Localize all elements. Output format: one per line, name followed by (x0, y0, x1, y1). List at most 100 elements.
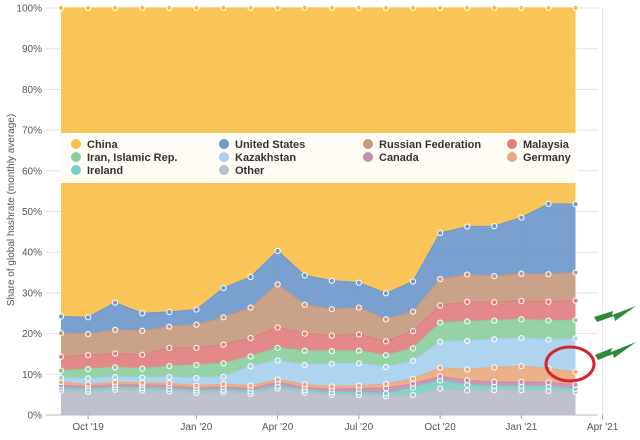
data-point[interactable] (328, 332, 335, 339)
data-point[interactable] (84, 381, 92, 388)
data-point[interactable] (166, 4, 173, 12)
data-point[interactable] (139, 310, 146, 317)
data-point[interactable] (518, 297, 525, 305)
data-point[interactable] (193, 344, 200, 351)
legend-item[interactable]: Other (219, 165, 265, 177)
data-point[interactable] (112, 364, 119, 371)
data-point[interactable] (139, 379, 146, 386)
legend-item[interactable]: Russian Federation (363, 139, 481, 151)
data-point[interactable] (464, 318, 471, 325)
data-point[interactable] (274, 357, 281, 364)
data-point[interactable] (355, 382, 362, 389)
data-point[interactable] (112, 4, 119, 12)
data-point[interactable] (355, 347, 362, 354)
data-point[interactable] (166, 344, 173, 351)
data-point[interactable] (409, 375, 417, 382)
data-point[interactable] (437, 275, 444, 283)
data-point[interactable] (247, 4, 254, 12)
data-point[interactable] (274, 324, 281, 331)
data-point[interactable] (545, 336, 552, 343)
data-point[interactable] (247, 273, 254, 281)
data-point[interactable] (437, 302, 444, 309)
data-point[interactable] (491, 317, 498, 324)
data-point[interactable] (112, 326, 119, 334)
data-point[interactable] (57, 313, 65, 320)
data-point[interactable] (437, 319, 444, 326)
data-point[interactable] (464, 366, 471, 373)
data-point[interactable] (328, 277, 335, 284)
data-point[interactable] (166, 374, 173, 381)
data-point[interactable] (112, 374, 119, 381)
data-point[interactable] (518, 378, 525, 386)
data-point[interactable] (220, 284, 227, 292)
data-point[interactable] (382, 290, 390, 297)
data-point[interactable] (572, 201, 579, 208)
data-point[interactable] (382, 390, 390, 397)
data-point[interactable] (84, 4, 92, 12)
data-point[interactable] (84, 314, 92, 321)
data-point[interactable] (247, 363, 254, 370)
data-point[interactable] (355, 279, 362, 286)
data-point[interactable] (139, 327, 146, 334)
data-point[interactable] (437, 364, 444, 371)
data-point[interactable] (301, 330, 308, 337)
data-point[interactable] (328, 348, 335, 355)
data-point[interactable] (572, 269, 579, 276)
data-point[interactable] (491, 299, 498, 306)
data-point[interactable] (518, 316, 525, 323)
data-point[interactable] (382, 363, 390, 371)
data-point[interactable] (545, 200, 552, 207)
data-point[interactable] (382, 352, 390, 359)
data-point[interactable] (57, 374, 65, 382)
data-point[interactable] (247, 353, 254, 360)
data-point[interactable] (139, 4, 146, 12)
data-point[interactable] (409, 357, 417, 364)
data-point[interactable] (247, 334, 254, 342)
data-point[interactable] (437, 229, 444, 237)
data-point[interactable] (247, 304, 254, 311)
data-point[interactable] (301, 347, 308, 354)
data-point[interactable] (355, 4, 362, 12)
data-point[interactable] (220, 4, 227, 12)
data-point[interactable] (57, 367, 65, 374)
data-point[interactable] (491, 273, 498, 280)
data-point[interactable] (409, 308, 417, 315)
legend-item[interactable]: Canada (363, 152, 420, 164)
data-point[interactable] (572, 368, 579, 375)
data-point[interactable] (301, 361, 308, 369)
data-point[interactable] (572, 297, 579, 304)
data-point[interactable] (84, 375, 92, 382)
data-point[interactable] (518, 4, 525, 12)
data-point[interactable] (382, 4, 390, 12)
legend-item[interactable]: Malaysia (507, 139, 570, 151)
data-point[interactable] (220, 341, 227, 348)
data-point[interactable] (166, 363, 173, 370)
data-point[interactable] (545, 271, 552, 278)
data-point[interactable] (112, 299, 119, 306)
data-point[interactable] (220, 360, 227, 367)
data-point[interactable] (193, 374, 200, 382)
data-point[interactable] (193, 382, 200, 389)
legend-item[interactable]: Germany (507, 152, 572, 164)
data-point[interactable] (464, 298, 471, 305)
data-point[interactable] (274, 376, 281, 383)
data-point[interactable] (355, 360, 362, 367)
data-point[interactable] (545, 298, 552, 305)
legend-item[interactable]: Kazakhstan (219, 152, 296, 164)
data-point[interactable] (572, 4, 579, 12)
data-point[interactable] (328, 306, 335, 313)
data-point[interactable] (139, 365, 146, 372)
legend-item[interactable]: United States (219, 139, 305, 151)
data-point[interactable] (301, 4, 308, 12)
data-point[interactable] (572, 335, 579, 342)
data-point[interactable] (518, 270, 525, 277)
data-point[interactable] (301, 272, 308, 279)
data-point[interactable] (166, 308, 173, 316)
data-point[interactable] (518, 363, 525, 370)
data-point[interactable] (193, 306, 200, 313)
data-point[interactable] (464, 387, 471, 394)
data-point[interactable] (84, 352, 92, 359)
data-point[interactable] (247, 382, 254, 389)
data-point[interactable] (409, 4, 417, 12)
data-point[interactable] (382, 316, 390, 323)
